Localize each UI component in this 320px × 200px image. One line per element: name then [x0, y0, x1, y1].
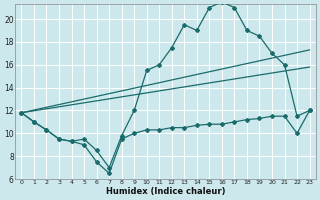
X-axis label: Humidex (Indice chaleur): Humidex (Indice chaleur) [106, 187, 225, 196]
